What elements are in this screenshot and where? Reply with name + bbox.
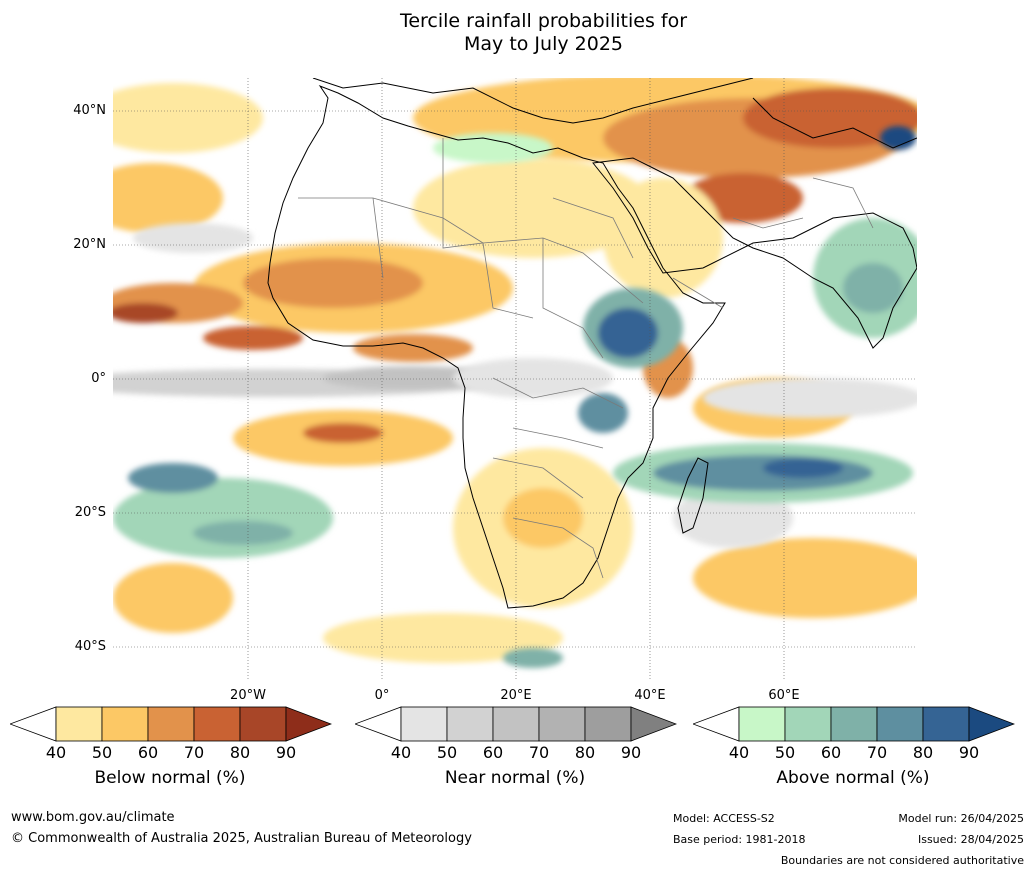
map-title: Tercile rainfall probabilities for May t… xyxy=(0,10,1035,56)
lon-label-20e: 20°E xyxy=(500,688,532,703)
footer-model-run: Model run: 26/04/2025 xyxy=(898,812,1024,825)
colorbar-tick-label: 70 xyxy=(528,743,550,762)
colorbar-segment xyxy=(492,706,540,742)
colorbar-tick-label: 50 xyxy=(436,743,458,762)
colorbar-tick-label: 90 xyxy=(958,743,980,762)
lat-label-40n: 40°N xyxy=(73,103,106,118)
colorbar-tick-label: 50 xyxy=(774,743,796,762)
colorbar-segment xyxy=(193,706,241,742)
colorbar-tick-label: 70 xyxy=(183,743,205,762)
colorbar-tick-label: 80 xyxy=(574,743,596,762)
lon-label-0: 0° xyxy=(374,688,390,703)
colorbar-under-arrow xyxy=(693,706,740,742)
colorbar-above-normal xyxy=(693,706,1015,742)
colorbar-over-arrow xyxy=(630,706,677,742)
footer-url: www.bom.gov.au/climate xyxy=(11,810,175,825)
colorbar-title-above: Above normal (%) xyxy=(776,768,930,788)
colorbar-tick-label: 80 xyxy=(229,743,251,762)
footer-model: Model: ACCESS-S2 xyxy=(673,812,775,825)
lat-label-40s: 40°S xyxy=(74,639,106,654)
lat-label-20s: 20°S xyxy=(74,505,106,520)
colorbar-segment xyxy=(101,706,149,742)
colorbar-tick-label: 40 xyxy=(390,743,412,762)
map-canvas xyxy=(113,78,917,680)
rainfall-probability-map xyxy=(113,78,917,680)
colorbar-tick-label: 40 xyxy=(45,743,67,762)
lat-label-20n: 20°N xyxy=(73,237,106,252)
lon-label-20w: 20°W xyxy=(230,688,266,703)
colorbar-segment xyxy=(784,706,832,742)
colorbar-under-arrow xyxy=(355,706,402,742)
colorbar-below-normal xyxy=(10,706,332,742)
colorbar-tick-label: 60 xyxy=(820,743,842,762)
colorbar-segment xyxy=(55,706,103,742)
colorbar-title-below: Below normal (%) xyxy=(94,768,246,788)
colorbar-segment xyxy=(584,706,632,742)
colorbar-over-arrow xyxy=(968,706,1015,742)
lat-label-0: 0° xyxy=(91,371,106,386)
colorbar-segment xyxy=(922,706,970,742)
colorbar-tick-label: 60 xyxy=(482,743,504,762)
colorbar-segment xyxy=(876,706,924,742)
lon-label-40e: 40°E xyxy=(634,688,666,703)
country-borders xyxy=(298,138,874,579)
colorbar-over-arrow xyxy=(285,706,332,742)
title-line-2: May to July 2025 xyxy=(464,33,623,55)
colorbar-tick-label: 40 xyxy=(728,743,750,762)
colorbar-segment xyxy=(147,706,195,742)
footer-base-period: Base period: 1981-2018 xyxy=(673,833,806,846)
colorbar-segment xyxy=(830,706,878,742)
coastline xyxy=(267,78,917,609)
colorbar-tick-label: 90 xyxy=(275,743,297,762)
footer-issued: Issued: 28/04/2025 xyxy=(917,833,1024,846)
colorbar-segment xyxy=(400,706,448,742)
colorbar-tick-label: 50 xyxy=(91,743,113,762)
colorbar-tick-label: 60 xyxy=(137,743,159,762)
colorbar-tick-label: 80 xyxy=(912,743,934,762)
colorbar-title-near: Near normal (%) xyxy=(444,768,586,788)
title-line-1: Tercile rainfall probabilities for xyxy=(399,10,688,32)
colorbar-tick-label: 90 xyxy=(620,743,642,762)
colorbar-segment xyxy=(446,706,494,742)
colorbar-segment xyxy=(239,706,287,742)
colorbar-segment xyxy=(738,706,786,742)
lon-label-60e: 60°E xyxy=(768,688,800,703)
footer-copyright: © Commonwealth of Australia 2025, Austra… xyxy=(11,831,472,846)
colorbar-tick-label: 70 xyxy=(866,743,888,762)
colorbar-under-arrow xyxy=(10,706,57,742)
colorbar-near-normal xyxy=(355,706,677,742)
footer-disclaimer: Boundaries are not considered authoritat… xyxy=(780,854,1024,867)
colorbar-segment xyxy=(538,706,586,742)
